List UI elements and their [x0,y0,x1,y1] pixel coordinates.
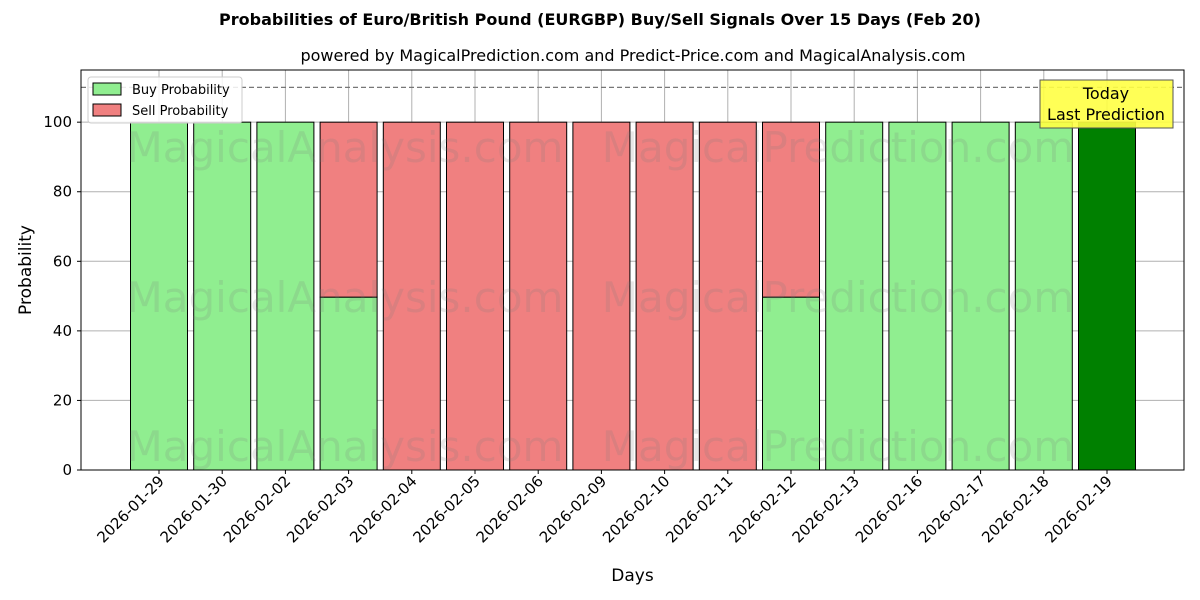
legend-label-sell: Sell Probability [132,104,229,119]
legend-swatch-buy [92,82,122,96]
x-tick-label: 2026-02-19 [1041,472,1115,546]
legend-swatch-sell [92,103,122,117]
y-tick-label: 20 [53,391,72,409]
buy-bar [825,121,884,471]
today-annotation-line2: Last Prediction [1047,105,1165,124]
y-tick-label: 100 [43,113,72,131]
buy-bar [319,296,378,471]
y-tick-label: 80 [53,183,72,201]
today-annotation-line1: Today [1082,84,1129,103]
sell-bar [382,121,441,471]
watermark-text: MagicalPrediction.com [602,422,1075,471]
x-tick-label: 2026-02-17 [915,472,989,546]
sell-bar [319,121,378,298]
y-tick-label: 0 [62,461,72,479]
x-tick-label: 2026-02-12 [725,472,799,546]
watermark-text: MagicalAnalysis.com [127,123,564,172]
y-tick-label: 60 [53,252,72,270]
legend-box [87,76,243,124]
buy-bar [951,121,1010,471]
chart-subtitle: powered by MagicalPrediction.com and Pre… [300,46,966,65]
x-tick-label: 2026-02-11 [662,472,736,546]
sell-bar [698,121,757,471]
x-tick-label: 2026-01-29 [93,472,167,546]
sell-bar [446,121,504,471]
x-tick-label: 2026-02-02 [220,472,294,546]
legend-label-buy: Buy Probability [132,83,230,98]
x-tick-label: 2026-02-16 [852,472,926,546]
buy-bar [888,121,947,471]
buy-bar [1014,121,1073,471]
x-tick-label: 2026-02-10 [599,472,673,546]
watermark-text: MagicalAnalysis.com [127,273,564,322]
x-tick-label: 2026-02-09 [536,472,610,546]
sell-bar [572,121,631,471]
today-annotation-box [1039,79,1174,129]
plot-frame [80,69,1185,471]
x-tick-label: 2026-02-04 [346,472,420,546]
sell-bar [762,121,820,298]
buy-bar [130,121,188,471]
x-axis-label: Days [611,566,654,586]
x-tick-label: 2026-02-06 [473,472,547,546]
watermark-text: MagicalAnalysis.com [127,422,564,471]
x-tick-label: 2026-02-18 [978,472,1052,546]
x-tick-label: 2026-02-03 [283,472,357,546]
watermark-text: MagicalPrediction.com [602,273,1075,322]
sell-bar [635,121,694,471]
sell-bar [509,121,568,471]
buy-bar [256,121,315,471]
y-tick-label: 40 [53,322,72,340]
chart-title: Probabilities of Euro/British Pound (EUR… [219,10,981,29]
y-axis-label: Probability [16,225,36,315]
x-tick-label: 2026-02-13 [789,472,863,546]
x-tick-label: 2026-01-30 [157,472,231,546]
x-tick-label: 2026-02-05 [409,472,483,546]
watermark-text: MagicalPrediction.com [602,123,1075,172]
buy-bar [1078,121,1136,471]
